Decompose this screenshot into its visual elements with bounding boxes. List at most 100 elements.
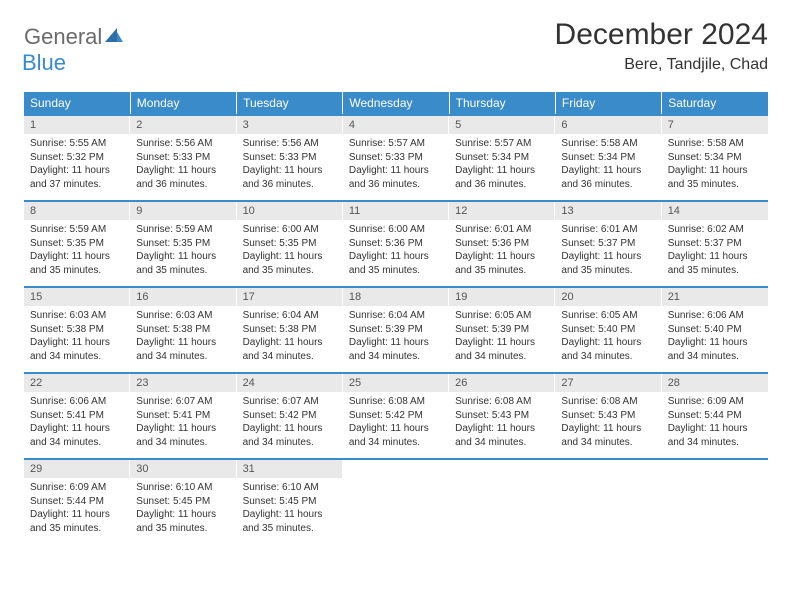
sunset-text: Sunset: 5:44 PM xyxy=(668,409,762,423)
sunset-text: Sunset: 5:37 PM xyxy=(668,237,762,251)
sunrise-text: Sunrise: 6:00 AM xyxy=(243,223,337,237)
daylight-text: Daylight: 11 hours and 36 minutes. xyxy=(136,164,230,191)
sunrise-text: Sunrise: 6:07 AM xyxy=(243,395,337,409)
day-content: Sunrise: 5:57 AMSunset: 5:33 PMDaylight:… xyxy=(343,134,449,195)
sunset-text: Sunset: 5:44 PM xyxy=(30,495,124,509)
weekday-header: Saturday xyxy=(662,92,768,115)
daylight-text: Daylight: 11 hours and 34 minutes. xyxy=(30,422,124,449)
sunrise-text: Sunrise: 6:08 AM xyxy=(561,395,655,409)
sunset-text: Sunset: 5:38 PM xyxy=(136,323,230,337)
calendar-day-cell: 31Sunrise: 6:10 AMSunset: 5:45 PMDayligh… xyxy=(237,459,343,545)
calendar-head: SundayMondayTuesdayWednesdayThursdayFrid… xyxy=(24,92,768,115)
day-number: 26 xyxy=(449,374,555,392)
day-number: 17 xyxy=(237,288,343,306)
weekday-header: Tuesday xyxy=(237,92,343,115)
daylight-text: Daylight: 11 hours and 34 minutes. xyxy=(243,336,337,363)
calendar-week-row: 29Sunrise: 6:09 AMSunset: 5:44 PMDayligh… xyxy=(24,459,768,545)
day-content: Sunrise: 6:05 AMSunset: 5:40 PMDaylight:… xyxy=(555,306,661,367)
day-content: Sunrise: 6:00 AMSunset: 5:36 PMDaylight:… xyxy=(343,220,449,281)
day-content: Sunrise: 6:02 AMSunset: 5:37 PMDaylight:… xyxy=(662,220,768,281)
day-number: 25 xyxy=(343,374,449,392)
day-number: 2 xyxy=(130,116,236,134)
weekday-header: Monday xyxy=(130,92,236,115)
sunset-text: Sunset: 5:38 PM xyxy=(243,323,337,337)
logo-sail-icon xyxy=(105,28,123,49)
daylight-text: Daylight: 11 hours and 34 minutes. xyxy=(561,422,655,449)
day-content: Sunrise: 6:06 AMSunset: 5:40 PMDaylight:… xyxy=(662,306,768,367)
calendar-day-cell xyxy=(449,459,555,545)
logo: General Blue xyxy=(24,24,123,76)
calendar-day-cell xyxy=(555,459,661,545)
sunrise-text: Sunrise: 6:08 AM xyxy=(455,395,549,409)
day-number: 31 xyxy=(237,460,343,478)
sunrise-text: Sunrise: 5:56 AM xyxy=(243,137,337,151)
header: General Blue December 2024 Bere, Tandjil… xyxy=(24,18,768,76)
sunset-text: Sunset: 5:33 PM xyxy=(349,151,443,165)
sunset-text: Sunset: 5:43 PM xyxy=(561,409,655,423)
sunrise-text: Sunrise: 6:04 AM xyxy=(243,309,337,323)
day-number: 27 xyxy=(555,374,661,392)
daylight-text: Daylight: 11 hours and 34 minutes. xyxy=(136,422,230,449)
day-number: 4 xyxy=(343,116,449,134)
day-number: 7 xyxy=(662,116,768,134)
day-content: Sunrise: 6:01 AMSunset: 5:36 PMDaylight:… xyxy=(449,220,555,281)
day-content: Sunrise: 6:03 AMSunset: 5:38 PMDaylight:… xyxy=(24,306,130,367)
day-number: 23 xyxy=(130,374,236,392)
daylight-text: Daylight: 11 hours and 36 minutes. xyxy=(561,164,655,191)
day-content: Sunrise: 6:07 AMSunset: 5:41 PMDaylight:… xyxy=(130,392,236,453)
sunrise-text: Sunrise: 5:57 AM xyxy=(455,137,549,151)
calendar-week-row: 15Sunrise: 6:03 AMSunset: 5:38 PMDayligh… xyxy=(24,287,768,373)
calendar-day-cell: 1Sunrise: 5:55 AMSunset: 5:32 PMDaylight… xyxy=(24,115,130,201)
sunrise-text: Sunrise: 5:55 AM xyxy=(30,137,124,151)
day-number: 5 xyxy=(449,116,555,134)
calendar-day-cell: 29Sunrise: 6:09 AMSunset: 5:44 PMDayligh… xyxy=(24,459,130,545)
sunset-text: Sunset: 5:33 PM xyxy=(243,151,337,165)
daylight-text: Daylight: 11 hours and 35 minutes. xyxy=(561,250,655,277)
sunset-text: Sunset: 5:37 PM xyxy=(561,237,655,251)
calendar-day-cell: 13 Sunrise: 6:01 AMSunset: 5:37 PMDayligh… xyxy=(555,201,661,287)
sunset-text: Sunset: 5:45 PM xyxy=(136,495,230,509)
calendar-day-cell: 7Sunrise: 5:58 AMSunset: 5:34 PMDaylight… xyxy=(662,115,768,201)
day-content: Sunrise: 5:58 AMSunset: 5:34 PMDaylight:… xyxy=(555,134,661,195)
daylight-text: Daylight: 11 hours and 35 minutes. xyxy=(668,164,762,191)
weekday-header: Friday xyxy=(555,92,661,115)
day-content: Sunrise: 6:04 AMSunset: 5:38 PMDaylight:… xyxy=(237,306,343,367)
sunrise-text: Sunrise: 6:03 AM xyxy=(30,309,124,323)
day-content: Sunrise: 6:04 AMSunset: 5:39 PMDaylight:… xyxy=(343,306,449,367)
day-number xyxy=(555,460,661,478)
calendar-day-cell: 30Sunrise: 6:10 AMSunset: 5:45 PMDayligh… xyxy=(130,459,236,545)
calendar-day-cell xyxy=(343,459,449,545)
weekday-header: Thursday xyxy=(449,92,555,115)
sunset-text: Sunset: 5:45 PM xyxy=(243,495,337,509)
calendar-day-cell: 5Sunrise: 5:57 AMSunset: 5:34 PMDaylight… xyxy=(449,115,555,201)
sunrise-text: Sunrise: 5:58 AM xyxy=(668,137,762,151)
day-number: 15 xyxy=(24,288,130,306)
daylight-text: Daylight: 11 hours and 34 minutes. xyxy=(668,336,762,363)
day-number: 16 xyxy=(130,288,236,306)
sunrise-text: Sunrise: 6:01 AM xyxy=(561,223,655,237)
location: Bere, Tandjile, Chad xyxy=(555,56,768,74)
day-number: 6 xyxy=(555,116,661,134)
day-content: Sunrise: 6:09 AMSunset: 5:44 PMDaylight:… xyxy=(662,392,768,453)
day-number: 10 xyxy=(237,202,343,220)
calendar-day-cell: 26Sunrise: 6:08 AMSunset: 5:43 PMDayligh… xyxy=(449,373,555,459)
calendar-day-cell: 14Sunrise: 6:02 AMSunset: 5:37 PMDayligh… xyxy=(662,201,768,287)
daylight-text: Daylight: 11 hours and 34 minutes. xyxy=(668,422,762,449)
day-number: 9 xyxy=(130,202,236,220)
day-number: 13 xyxy=(555,202,661,220)
calendar-table: SundayMondayTuesdayWednesdayThursdayFrid… xyxy=(24,92,768,545)
day-content: Sunrise: 6:10 AMSunset: 5:45 PMDaylight:… xyxy=(237,478,343,539)
daylight-text: Daylight: 11 hours and 35 minutes. xyxy=(243,508,337,535)
calendar-day-cell: 11Sunrise: 6:00 AMSunset: 5:36 PMDayligh… xyxy=(343,201,449,287)
weekday-header: Wednesday xyxy=(343,92,449,115)
daylight-text: Daylight: 11 hours and 34 minutes. xyxy=(243,422,337,449)
day-content: Sunrise: 6:07 AMSunset: 5:42 PMDaylight:… xyxy=(237,392,343,453)
day-number: 19 xyxy=(449,288,555,306)
calendar-day-cell xyxy=(662,459,768,545)
sunrise-text: Sunrise: 6:00 AM xyxy=(349,223,443,237)
calendar-week-row: 8Sunrise: 5:59 AMSunset: 5:35 PMDaylight… xyxy=(24,201,768,287)
sunset-text: Sunset: 5:33 PM xyxy=(136,151,230,165)
daylight-text: Daylight: 11 hours and 34 minutes. xyxy=(455,422,549,449)
day-number xyxy=(662,460,768,478)
calendar-day-cell: 27 Sunrise: 6:08 AMSunset: 5:43 PMDayligh… xyxy=(555,373,661,459)
